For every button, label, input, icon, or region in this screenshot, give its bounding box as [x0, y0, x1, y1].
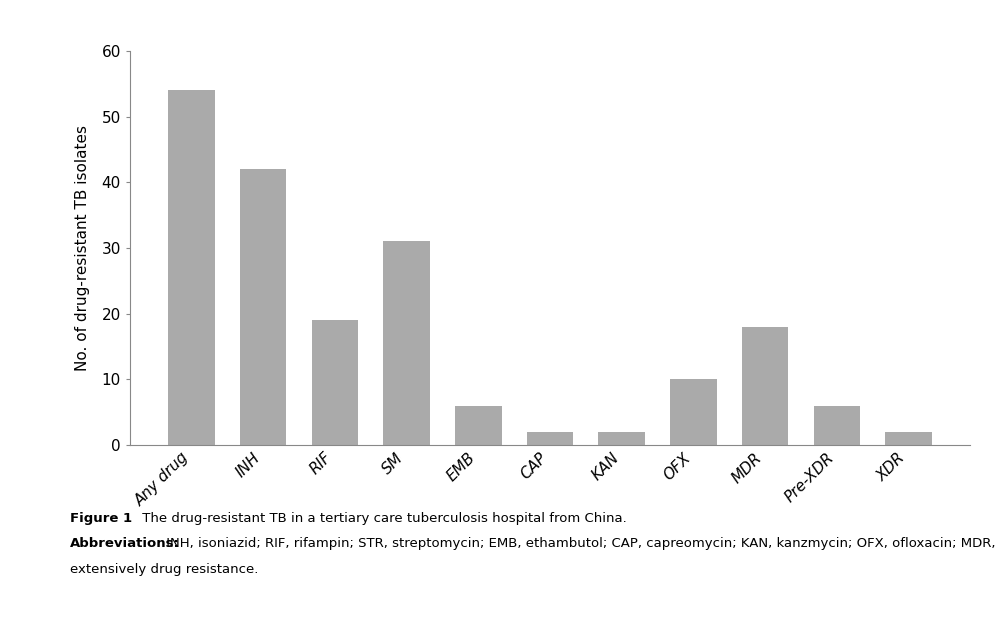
Bar [383, 242, 430, 445]
Bar [742, 327, 788, 445]
Y-axis label: No. of drug-resistant TB isolates: No. of drug-resistant TB isolates [75, 125, 90, 371]
Bar [240, 169, 286, 445]
Bar [168, 90, 215, 445]
Bar [527, 432, 573, 445]
Bar [312, 321, 358, 445]
Bar [455, 406, 502, 445]
Text: INH, isoniazid; RIF, rifampin; STR, streptomycin; EMB, ethambutol; CAP, capreomy: INH, isoniazid; RIF, rifampin; STR, stre… [162, 537, 1000, 550]
Bar [598, 432, 645, 445]
Text: Figure 1: Figure 1 [70, 512, 132, 525]
Bar [814, 406, 860, 445]
Bar [670, 380, 717, 445]
Text: extensively drug resistance.: extensively drug resistance. [70, 563, 258, 576]
Text: The drug-resistant TB in a tertiary care tuberculosis hospital from China.: The drug-resistant TB in a tertiary care… [138, 512, 627, 525]
Text: Abbreviations:: Abbreviations: [70, 537, 180, 550]
Bar [885, 432, 932, 445]
